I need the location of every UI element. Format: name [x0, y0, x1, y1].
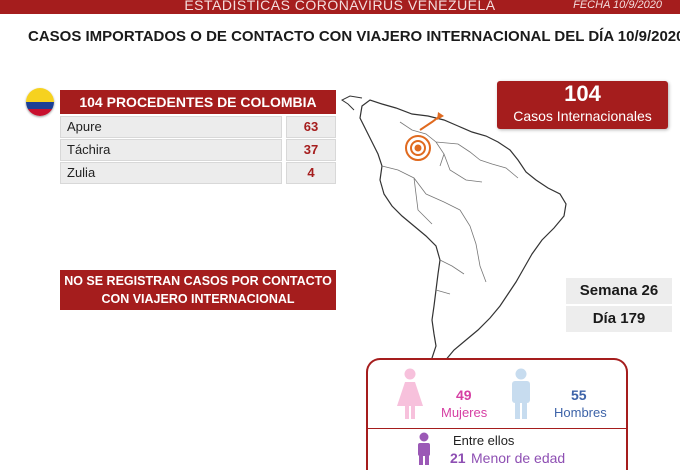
day-label: Día 179: [566, 306, 672, 332]
woman-icon: [397, 368, 423, 419]
among-label: Entre ellos: [453, 433, 515, 448]
international-label: Casos Internacionales: [513, 108, 652, 124]
minors-count: 21: [450, 450, 466, 466]
no-contact-notice: NO SE REGISTRAN CASOS POR CONTACTO CON V…: [60, 270, 336, 310]
men-label: Hombres: [554, 405, 607, 420]
colombia-flag-icon: [26, 88, 54, 116]
state-count: 63: [286, 116, 336, 138]
table-row: Zulia 4: [60, 162, 336, 184]
men-count: 55: [571, 387, 587, 403]
state-name: Apure: [60, 116, 282, 138]
week-label: Semana 26: [566, 278, 672, 304]
gender-divider: [368, 428, 626, 429]
header-date: FECHA 10/9/2020: [573, 0, 662, 11]
state-count: 4: [286, 162, 336, 184]
state-name: Zulia: [60, 162, 282, 184]
no-contact-line1: NO SE REGISTRAN CASOS POR CONTACTO: [64, 274, 332, 288]
man-icon: [512, 368, 530, 419]
international-cases-box: 104 Casos Internacionales: [497, 81, 668, 129]
international-count: 104: [564, 81, 601, 106]
no-contact-line2: CON VIAJERO INTERNACIONAL: [101, 292, 295, 306]
colombia-states-table: Apure 63 Táchira 37 Zulia 4: [60, 116, 336, 185]
south-america-map: [341, 95, 567, 369]
header-title: ESTADÍSTICAS CORONAVIRUS VENEZUELA: [184, 0, 496, 13]
women-count: 49: [456, 387, 472, 403]
table-row: Apure 63: [60, 116, 336, 138]
top-bar: ESTADÍSTICAS CORONAVIRUS VENEZUELA FECHA…: [0, 0, 680, 14]
colombia-header: 104 PROCEDENTES DE COLOMBIA: [60, 90, 336, 114]
state-name: Táchira: [60, 139, 282, 161]
table-row: Táchira 37: [60, 139, 336, 161]
state-count: 37: [286, 139, 336, 161]
origin-marker-icon: [405, 135, 431, 161]
women-label: Mujeres: [441, 405, 488, 420]
child-icon: [418, 432, 430, 465]
page-title: CASOS IMPORTADOS O DE CONTACTO CON VIAJE…: [28, 28, 680, 45]
minors-label: Menor de edad: [471, 450, 566, 466]
